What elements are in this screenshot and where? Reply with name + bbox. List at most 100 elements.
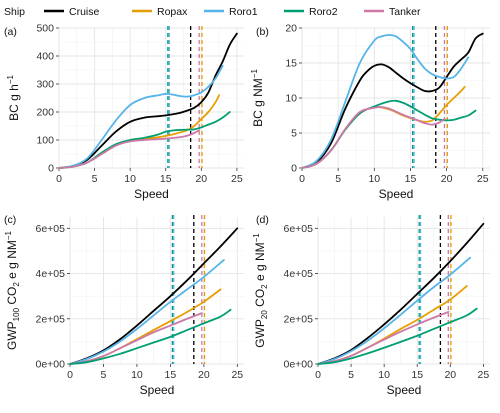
y-axis-label-sup: −1	[250, 69, 259, 79]
y-tick-label: 400	[36, 51, 54, 63]
x-tick-label: 15	[160, 173, 172, 185]
y-axis-label-c: GWP100 CO2 e g NM−1	[4, 230, 21, 350]
panel-label-d: (d)	[256, 214, 269, 226]
x-tick-label: 10	[368, 173, 380, 185]
y-axis-label-text: CO	[5, 287, 19, 308]
y-axis-label-text: BC g NM	[251, 78, 265, 127]
series-line-roro1	[317, 256, 472, 365]
grid-d	[317, 217, 490, 365]
y-axis-label-sup: −1	[252, 233, 261, 243]
y-tick-label: 500	[36, 23, 54, 35]
x-tick-label: 15	[165, 369, 177, 381]
legend-title: Ship	[4, 6, 25, 18]
legend-label-cruise: Cruise	[69, 6, 100, 18]
x-tick-label: 25	[231, 369, 243, 381]
y-axis-label-sub: 2	[260, 284, 269, 289]
y-tick-label: 2e+05	[36, 313, 66, 325]
x-axis-label-c: Speed	[140, 383, 175, 397]
legend-label-roro2: Roro2	[309, 6, 338, 18]
x-tick-label: 20	[441, 173, 453, 185]
y-tick-label: 4e+05	[284, 268, 314, 280]
x-tick-label: 25	[231, 173, 243, 185]
x-tick-label: 0	[67, 369, 73, 381]
series-line-tanker	[301, 106, 446, 169]
y-tick-label: 0	[48, 163, 54, 175]
panel-label-b: (b)	[256, 26, 269, 38]
y-tick-label: 0e+00	[36, 359, 66, 371]
series-line-roro1	[69, 259, 225, 365]
y-axis-label-b: BC g NM−1	[250, 69, 265, 127]
series-line-ropax	[69, 288, 222, 365]
y-tick-label: 6e+05	[284, 223, 314, 235]
panel-c: (c) 0 5 10 15 20 25 0e+00 2e+05 4e+05 6e+05 Speed GW…	[4, 214, 244, 397]
panel-a: (a) 0 5 10 15 20 25 0 100 200 300 400 500 Speed BC g h…	[4, 23, 244, 201]
y-tick-label: 2e+05	[284, 313, 314, 325]
y-axis-label-text: e g NM	[253, 242, 267, 284]
y-axis-label-sup: −1	[4, 230, 13, 240]
y-axis-label-text: CO	[253, 289, 267, 310]
y-tick-label: 6e+05	[36, 223, 66, 235]
panel-label-c: (c)	[4, 214, 16, 226]
legend-label-tanker: Tanker	[389, 6, 421, 18]
x-tick-label: 20	[198, 369, 210, 381]
x-tick-label: 20	[444, 369, 456, 381]
series-line-roro1	[58, 64, 224, 169]
series-line-roro2	[58, 111, 231, 169]
x-tick-label: 20	[195, 173, 207, 185]
legend-label-roro1: Roro1	[229, 6, 258, 18]
x-tick-label: 10	[378, 369, 390, 381]
series-line-cruise	[301, 32, 484, 169]
x-tick-label: 25	[478, 369, 490, 381]
y-tick-label: 5	[291, 128, 297, 140]
y-axis-label-sub: 100	[12, 307, 21, 321]
y-axis-label-text: e g NM	[5, 240, 19, 282]
y-tick-label: 4e+05	[36, 268, 66, 280]
series-line-tanker	[58, 129, 201, 169]
y-tick-label: 100	[36, 135, 54, 147]
y-axis-label-d: GWP20 CO2 e g NM−1	[252, 233, 269, 348]
y-tick-label: 10	[285, 93, 297, 105]
y-axis-label-text: GWP	[253, 319, 267, 348]
x-tick-label: 5	[348, 369, 354, 381]
series-line-roro2	[317, 307, 478, 365]
x-axis-label-b: Speed	[379, 187, 414, 201]
x-tick-label: 0	[56, 173, 62, 185]
y-axis-label-sub: 20	[260, 310, 269, 319]
x-tick-label: 5	[92, 173, 98, 185]
series-line-roro2	[69, 308, 232, 365]
y-axis-label-a: BC g h−1	[6, 75, 21, 121]
series-line-tanker	[69, 312, 203, 365]
y-axis-label-text: GWP	[5, 321, 19, 350]
legend-label-ropax: Ropax	[157, 6, 188, 18]
x-tick-label: 5	[335, 173, 341, 185]
x-tick-label: 0	[299, 173, 305, 185]
x-tick-label: 5	[101, 369, 107, 381]
x-tick-label: 10	[124, 173, 136, 185]
legend: Ship Cruise Ropax Roro1 Roro2 Tanker	[4, 6, 421, 18]
y-tick-label: 15	[285, 58, 297, 70]
y-axis-label-sup: −1	[6, 75, 15, 85]
x-tick-label: 25	[477, 173, 489, 185]
series-line-cruise	[58, 32, 238, 169]
panel-label-a: (a)	[4, 26, 17, 38]
x-tick-label: 10	[131, 369, 143, 381]
grid-b	[301, 27, 490, 169]
y-axis-label-sub: 2	[12, 282, 21, 287]
y-tick-label: 0	[291, 163, 297, 175]
x-axis-label-a: Speed	[134, 187, 169, 201]
x-axis-label-d: Speed	[387, 383, 422, 397]
y-tick-label: 20	[285, 23, 297, 35]
x-tick-label: 15	[405, 173, 417, 185]
grid-a	[58, 27, 244, 169]
x-tick-label: 15	[411, 369, 423, 381]
legend-items: Cruise Ropax Roro1 Roro2 Tanker	[44, 6, 421, 18]
y-tick-label: 0e+00	[284, 359, 314, 371]
series-line-roro2	[301, 99, 477, 169]
series-line-roro1	[301, 34, 470, 169]
x-tick-label: 0	[315, 369, 321, 381]
y-tick-label: 200	[36, 107, 54, 119]
y-axis-label-text: BC g h	[7, 84, 21, 121]
